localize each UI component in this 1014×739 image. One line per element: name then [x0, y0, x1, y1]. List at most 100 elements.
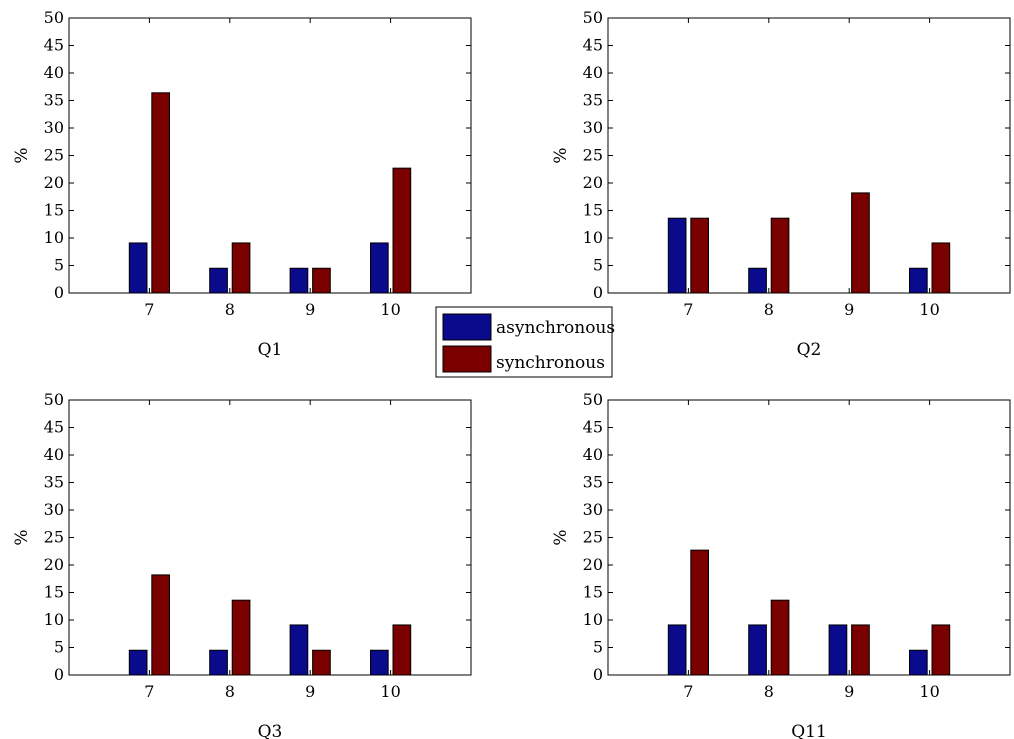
bar-asynchronous-7 — [128, 242, 148, 294]
bar-asynchronous-7 — [667, 624, 687, 676]
bar-synchronous-8 — [231, 242, 251, 294]
bar-asynchronous-9 — [828, 624, 848, 676]
x-tick-label: 8 — [764, 300, 774, 319]
axes-box — [607, 399, 1011, 676]
y-tick-label: 30 — [44, 500, 64, 519]
y-tick-label: 10 — [583, 228, 603, 247]
y-tick-label: 10 — [44, 228, 64, 247]
y-tick-label: 45 — [44, 418, 64, 437]
y-tick-label: 0 — [54, 283, 64, 302]
bar-synchronous-7 — [151, 92, 170, 294]
x-tick-label: 9 — [305, 682, 315, 701]
bar-synchronous-9 — [851, 192, 870, 294]
x-axis-label: Q1 — [258, 340, 283, 360]
y-tick-label: 25 — [583, 146, 603, 165]
y-tick-label: 35 — [44, 473, 64, 492]
bar-synchronous-9 — [312, 649, 331, 676]
y-axis-label: % — [551, 147, 571, 163]
y-tick-label: 5 — [54, 256, 64, 275]
panel-q11: 0 5 10 15 20 25 30 35 40 45 50 7 8 9 10 Q11% — [551, 390, 1011, 739]
x-tick-label: 7 — [144, 682, 154, 701]
y-tick-label: 0 — [54, 665, 64, 684]
y-tick-label: 30 — [583, 500, 603, 519]
legend: asynchronous synchronous — [435, 306, 615, 378]
x-tick-label: 10 — [380, 682, 400, 701]
bar-asynchronous-10 — [370, 649, 389, 676]
x-tick-label: 10 — [380, 300, 400, 319]
bar-synchronous-10 — [392, 624, 412, 676]
x-tick-label: 8 — [225, 682, 235, 701]
legend-label-synchronous: synchronous — [496, 353, 605, 373]
y-tick-label: 40 — [44, 445, 64, 464]
y-tick-label: 0 — [593, 665, 603, 684]
bar-asynchronous-10 — [909, 267, 928, 294]
x-axis-label: Q2 — [797, 340, 822, 360]
bar-synchronous-8 — [231, 599, 251, 676]
x-tick-label: 9 — [844, 682, 854, 701]
y-tick-label: 50 — [583, 8, 603, 27]
y-tick-label: 35 — [583, 91, 603, 110]
y-tick-label: 20 — [44, 555, 64, 574]
y-tick-label: 5 — [593, 256, 603, 275]
bar-asynchronous-9 — [289, 624, 309, 676]
y-tick-label: 50 — [44, 8, 64, 27]
y-tick-label: 35 — [44, 91, 64, 110]
x-axis-label: Q11 — [791, 722, 827, 739]
x-tick-label: 10 — [919, 682, 939, 701]
bar-asynchronous-8 — [209, 649, 228, 676]
y-tick-label: 40 — [44, 63, 64, 82]
bar-synchronous-9 — [312, 267, 331, 294]
bar-asynchronous-7 — [128, 649, 148, 676]
y-tick-label: 15 — [44, 583, 64, 602]
y-axis-label: % — [12, 147, 32, 163]
y-tick-label: 50 — [44, 390, 64, 409]
y-tick-label: 0 — [593, 283, 603, 302]
y-axis-label: % — [12, 529, 32, 545]
y-tick-label: 5 — [593, 638, 603, 657]
y-tick-label: 45 — [583, 36, 603, 55]
x-tick-label: 9 — [305, 300, 315, 319]
bar-asynchronous-8 — [209, 267, 228, 294]
axes-box — [607, 17, 1011, 294]
x-tick-label: 9 — [844, 300, 854, 319]
axes-box — [68, 399, 472, 676]
y-tick-label: 15 — [583, 201, 603, 220]
bar-synchronous-7 — [151, 574, 170, 676]
x-tick-label: 10 — [919, 300, 939, 319]
y-tick-label: 50 — [583, 390, 603, 409]
y-tick-label: 15 — [44, 201, 64, 220]
bar-asynchronous-7 — [667, 217, 687, 294]
y-tick-label: 20 — [583, 173, 603, 192]
y-tick-label: 45 — [583, 418, 603, 437]
x-tick-label: 7 — [683, 300, 693, 319]
legend-swatch-synchronous — [442, 345, 492, 373]
x-axis-label: Q3 — [258, 722, 283, 739]
bar-asynchronous-8 — [748, 267, 767, 294]
legend-label-asynchronous: asynchronous — [496, 318, 615, 338]
y-tick-label: 25 — [583, 528, 603, 547]
y-tick-label: 20 — [44, 173, 64, 192]
panel-q2: 0 5 10 15 20 25 30 35 40 45 50 7 8 9 10 Q2% — [551, 8, 1011, 360]
bar-synchronous-9 — [851, 624, 870, 676]
y-tick-label: 10 — [44, 610, 64, 629]
y-tick-label: 30 — [44, 118, 64, 137]
y-tick-label: 35 — [583, 473, 603, 492]
x-tick-label: 7 — [683, 682, 693, 701]
bar-synchronous-7 — [690, 549, 710, 676]
x-tick-label: 8 — [225, 300, 235, 319]
bar-synchronous-8 — [770, 599, 790, 676]
y-tick-label: 10 — [583, 610, 603, 629]
x-tick-label: 7 — [144, 300, 154, 319]
x-tick-label: 8 — [764, 682, 774, 701]
legend-swatch-asynchronous — [442, 313, 492, 341]
y-tick-label: 30 — [583, 118, 603, 137]
bar-synchronous-7 — [690, 217, 710, 294]
panel-q1: 0 5 10 15 20 25 30 35 40 45 50 7 8 9 10 Q1% — [12, 8, 472, 360]
bar-synchronous-10 — [931, 242, 951, 294]
y-tick-label: 25 — [44, 528, 64, 547]
y-tick-label: 40 — [583, 445, 603, 464]
bar-asynchronous-9 — [289, 267, 309, 294]
bar-asynchronous-10 — [370, 242, 389, 294]
